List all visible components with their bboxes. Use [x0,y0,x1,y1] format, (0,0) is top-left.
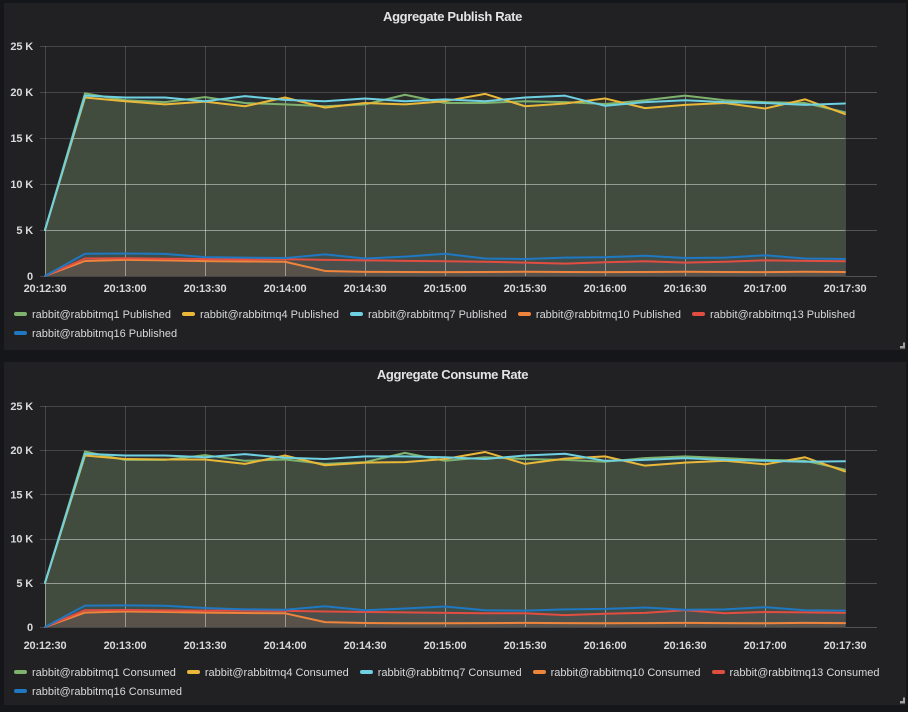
svg-text:25 K: 25 K [10,401,33,413]
svg-text:20:17:00: 20:17:00 [744,640,787,652]
svg-text:20:12:30: 20:12:30 [24,283,67,295]
svg-text:20:14:30: 20:14:30 [344,283,387,295]
svg-text:20:16:00: 20:16:00 [584,283,627,295]
svg-text:20:14:30: 20:14:30 [344,640,387,652]
svg-text:15 K: 15 K [10,489,33,501]
svg-text:20:14:00: 20:14:00 [264,283,307,295]
svg-text:20:16:00: 20:16:00 [584,640,627,652]
svg-text:20 K: 20 K [10,87,33,99]
svg-text:20:13:30: 20:13:30 [184,283,227,295]
svg-text:5 K: 5 K [16,225,33,237]
svg-text:10 K: 10 K [10,534,33,546]
svg-text:20:15:00: 20:15:00 [424,640,467,652]
svg-text:20:16:30: 20:16:30 [664,640,707,652]
svg-text:20:13:00: 20:13:00 [104,640,147,652]
svg-text:20:13:00: 20:13:00 [104,283,147,295]
svg-text:20:17:00: 20:17:00 [744,283,787,295]
svg-text:20:17:30: 20:17:30 [824,640,867,652]
svg-text:20:14:00: 20:14:00 [264,640,307,652]
svg-text:20:12:30: 20:12:30 [24,640,67,652]
svg-text:0: 0 [27,622,33,634]
svg-text:20:13:30: 20:13:30 [184,640,227,652]
svg-text:20 K: 20 K [10,445,33,457]
svg-text:20:15:30: 20:15:30 [504,640,547,652]
svg-text:20:17:30: 20:17:30 [824,283,867,295]
svg-text:20:15:30: 20:15:30 [504,283,547,295]
svg-text:25 K: 25 K [10,41,33,53]
svg-text:15 K: 15 K [10,133,33,145]
svg-text:10 K: 10 K [10,179,33,191]
svg-text:0: 0 [27,271,33,283]
svg-text:20:15:00: 20:15:00 [424,283,467,295]
svg-text:5 K: 5 K [16,578,33,590]
svg-text:20:16:30: 20:16:30 [664,283,707,295]
